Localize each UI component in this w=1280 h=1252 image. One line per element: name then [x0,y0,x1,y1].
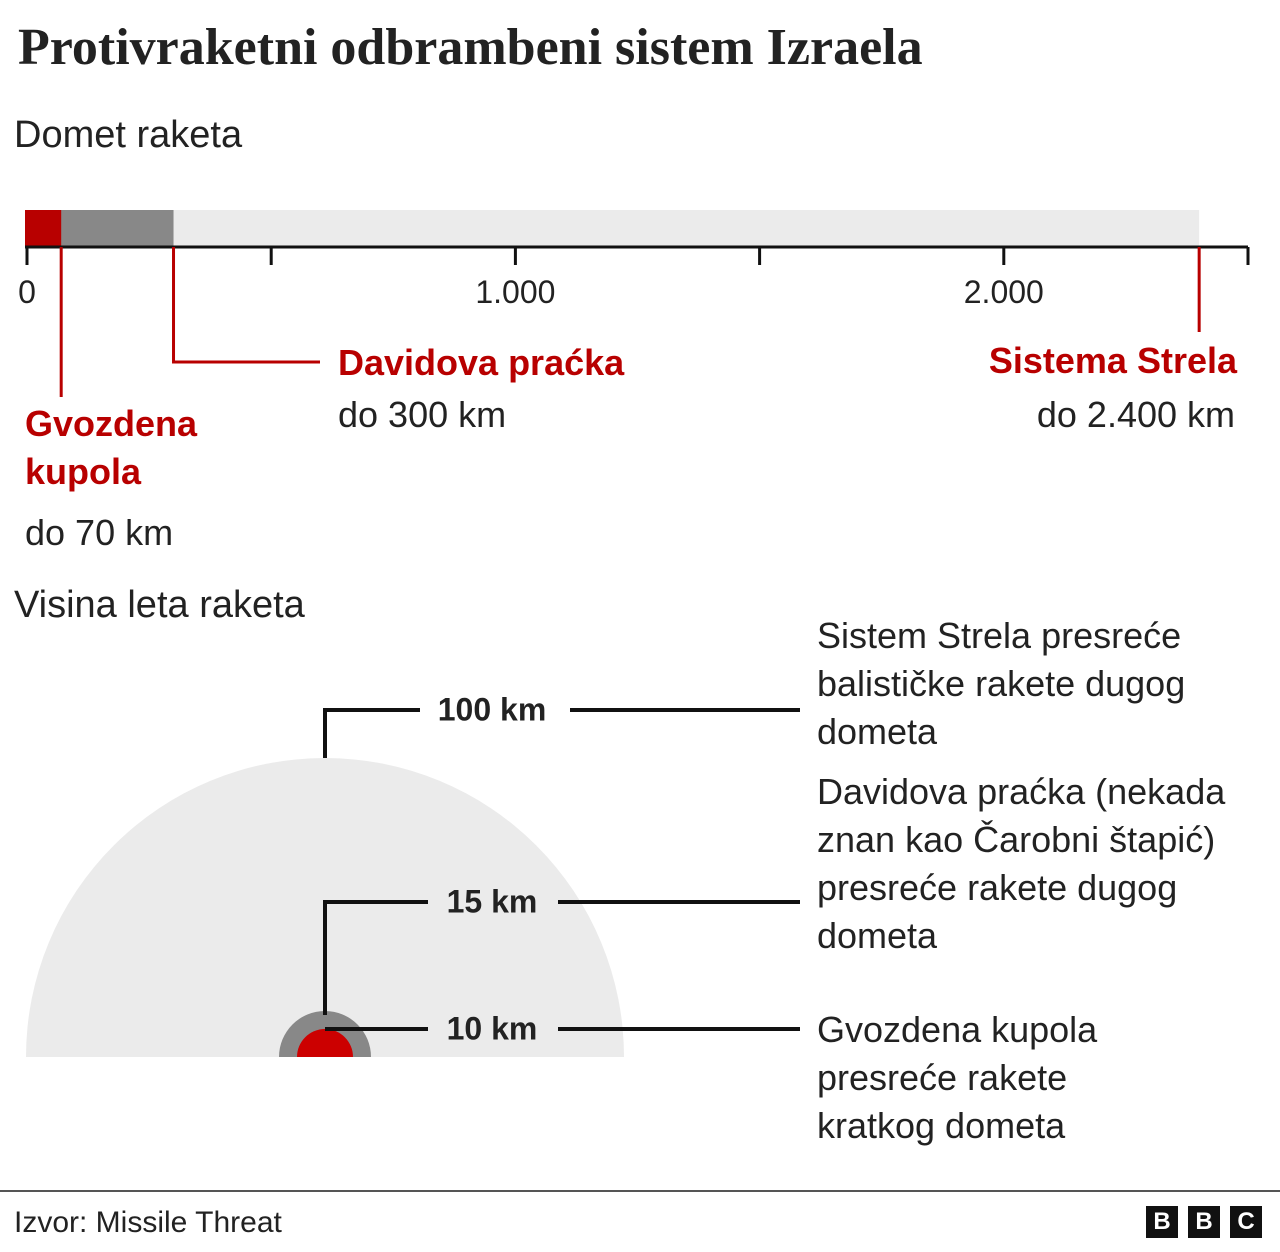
callout-line [172,247,320,364]
altitude-connectors [323,708,800,1031]
system-range: do 70 km [25,512,174,553]
altitude-description: Davidova praćka (nekada znan kao Čarobni… [817,771,1226,956]
range-title: Domet raketa [14,114,243,156]
logo-block: B [1188,1206,1220,1238]
altitude-label: 15 km [446,883,538,920]
range-bar [25,210,62,247]
logo-block: B [1146,1206,1178,1238]
tick-label: 0 [18,274,36,310]
altitude-description: Gvozdena kupola presreće rakete kratkog … [817,1009,1098,1146]
system-name: Davidova praćka [338,342,625,383]
tick-label: 1.000 [475,274,556,310]
connector [323,708,420,758]
altitude-label: 10 km [446,1010,538,1047]
system-range: do 2.400 km [1036,394,1235,435]
altitude-description: Sistem Strela presreće balističke rakete… [817,615,1186,752]
altitude-label: 100 km [437,691,547,728]
altitude-zone-small [297,1029,353,1057]
system-range: do 300 km [338,394,507,435]
altitude-title: Visina leta raketa [14,584,305,626]
source: Izvor: Missile Threat [14,1206,282,1239]
range-bar [25,210,1200,247]
title: Protivraketni odbrambeni sistem Izraela [18,19,923,76]
tick-label: 2.000 [963,274,1044,310]
system-name: Gvozdena kupola [25,403,198,492]
connector [323,900,428,1015]
logo-block: C [1230,1206,1262,1238]
system-name: Sistema Strela [988,340,1237,381]
